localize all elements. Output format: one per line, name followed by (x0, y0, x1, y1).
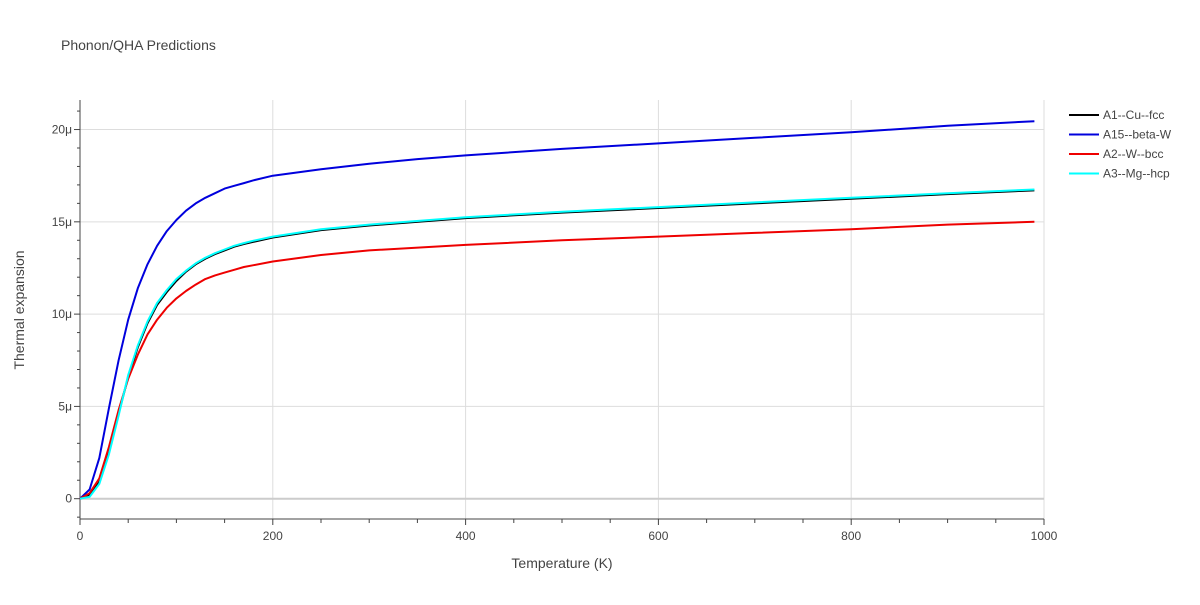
y-tick-label: 20μ (52, 123, 72, 137)
y-tick-label: 5μ (58, 399, 72, 413)
series-line (79, 220, 1035, 500)
chart-title: Phonon/QHA Predictions (61, 37, 216, 53)
x-tick-label: 600 (648, 529, 668, 543)
legend-label[interactable]: A1--Cu--fcc (1103, 108, 1164, 122)
series-layer (79, 120, 1035, 500)
y-tick-label: 0 (65, 492, 72, 506)
x-tick-label: 200 (263, 529, 283, 543)
legend-label[interactable]: A2--W--bcc (1103, 147, 1163, 161)
y-axis-tick-labels: 0 5μ 10μ 15μ 20μ (52, 123, 73, 506)
y-tick-label: 10μ (52, 307, 72, 321)
x-tick-label: 800 (841, 529, 861, 543)
x-tick-label: 0 (77, 529, 84, 543)
grid-layer (80, 100, 1045, 519)
series-line (79, 188, 1035, 500)
x-tick-label: 1000 (1031, 529, 1058, 543)
x-axis-tick-labels: 0 200 400 600 800 1000 (77, 529, 1058, 543)
x-axis-title: Temperature (K) (511, 555, 612, 571)
series-line (79, 189, 1035, 500)
axes-layer (74, 100, 1045, 525)
series-line (79, 120, 1035, 500)
legend-label[interactable]: A15--beta-W (1103, 128, 1172, 142)
x-tick-label: 400 (456, 529, 476, 543)
legend-label[interactable]: A3--Mg--hcp (1103, 167, 1170, 181)
y-tick-label: 15μ (52, 215, 72, 229)
legend: A1--Cu--fcc A15--beta-W A2--W--bcc A3--Mg--… (1069, 108, 1172, 181)
y-axis-title: Thermal expansion (11, 250, 27, 369)
